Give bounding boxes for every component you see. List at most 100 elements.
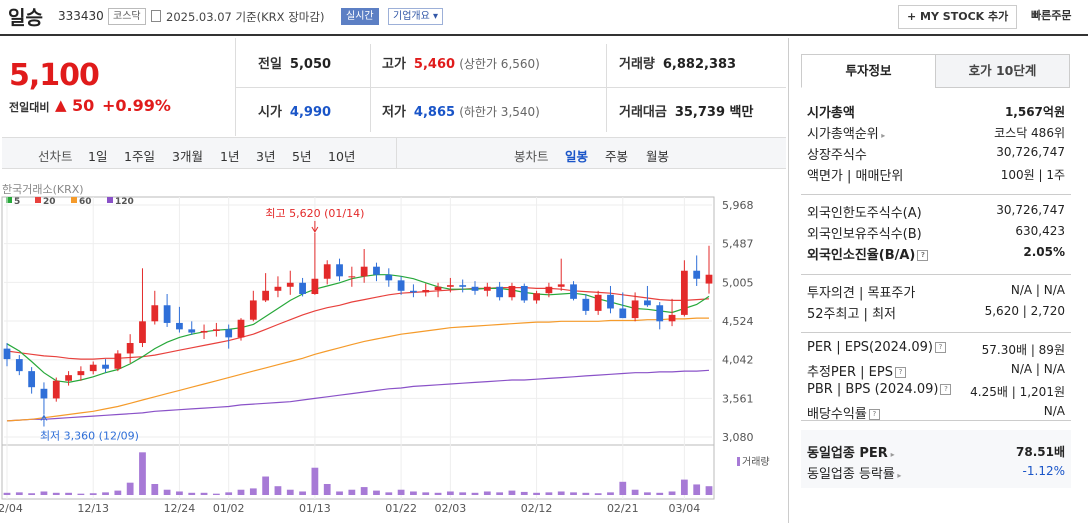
- candle-body: [693, 270, 701, 279]
- candle-body: [139, 321, 146, 344]
- candle-body: [631, 300, 639, 319]
- volume-bar: [212, 493, 220, 495]
- help-icon[interactable]: ?: [934, 342, 946, 353]
- volume-bar: [693, 484, 701, 495]
- volume-bar: [299, 491, 306, 495]
- chevron-right-icon[interactable]: ▸: [878, 131, 886, 140]
- info-row: 상장주식수 30,726,747: [807, 144, 1065, 164]
- tab-investment-info[interactable]: 투자정보: [801, 54, 936, 88]
- volume-bar: [607, 492, 614, 495]
- change-value: 50: [72, 96, 95, 115]
- candle-body: [163, 305, 171, 323]
- candle-body: [40, 388, 48, 399]
- volume-bar: [200, 492, 208, 495]
- info-value: N/A | N/A: [1010, 283, 1065, 297]
- candle-body: [483, 286, 491, 291]
- candle-body: [52, 380, 60, 399]
- info-value: 2.05%: [1023, 245, 1065, 259]
- info-row[interactable]: 동일업종 PER ▸ 78.51배: [807, 442, 1065, 462]
- trade-amount: 거래대금 35,739 백만: [619, 105, 754, 120]
- chart-source: 한국거래소(KRX): [2, 183, 84, 196]
- price-summary: 5,100 전일대비 ▲ 50 +0.99%: [2, 38, 236, 136]
- my-stock-add-button[interactable]: + MY STOCK 추가: [898, 5, 1018, 29]
- period-1d[interactable]: 1일: [88, 149, 108, 164]
- volume-bar: [373, 490, 380, 495]
- industry-box: [801, 430, 1071, 488]
- volume-bar: [114, 490, 122, 495]
- x-tick-label: 01/22: [385, 502, 417, 515]
- volume-bar: [65, 492, 72, 495]
- chevron-right-icon[interactable]: ▸: [894, 471, 902, 480]
- info-label: 동일업종 PER ▸: [807, 446, 895, 461]
- volume-bar: [557, 491, 565, 495]
- info-value: 4.25배 | 1,201원: [970, 385, 1065, 399]
- legend-swatch: [71, 197, 77, 203]
- volume-bar: [286, 489, 294, 495]
- help-icon[interactable]: ?: [940, 384, 952, 395]
- help-icon[interactable]: ?: [868, 409, 880, 420]
- up-arrow-icon: ▲: [55, 96, 67, 114]
- candle-body: [705, 274, 713, 284]
- volume-bar: [102, 492, 109, 495]
- info-label: 외국인보유주식수(B): [807, 227, 922, 242]
- stock-header: 일승 333430 코스닥 2025.03.07 기준(KRX 장마감) 실시간…: [0, 0, 1088, 36]
- tab-orderbook[interactable]: 호가 10단계: [935, 54, 1070, 88]
- realtime-badge[interactable]: 실시간: [341, 8, 379, 25]
- prev-close: 전일 5,050: [258, 57, 332, 72]
- info-value: 100원 | 1주: [1000, 168, 1065, 182]
- low-annotation-arrowhead: [40, 414, 48, 421]
- y-tick-label: 5,487: [722, 238, 754, 251]
- legend-swatch: [107, 197, 113, 203]
- info-value: N/A: [1043, 404, 1065, 418]
- volume-bar: [77, 493, 85, 495]
- low-annotation: 최저 3,360 (12/09): [40, 430, 139, 443]
- candle-body: [15, 359, 23, 372]
- company-info-button[interactable]: 기업개요 ▾: [388, 8, 443, 25]
- info-value: 30,726,747: [996, 145, 1065, 159]
- period-5y[interactable]: 5년: [292, 149, 312, 164]
- period-10y[interactable]: 10년: [328, 149, 356, 164]
- volume-bar: [582, 492, 590, 495]
- info-row: 외국인한도주식수(A) 30,726,747: [807, 202, 1065, 222]
- candle-body: [212, 329, 220, 331]
- candle-body: [3, 348, 11, 360]
- volume-bar: [163, 489, 171, 495]
- period-1y[interactable]: 1년: [220, 149, 240, 164]
- info-row[interactable]: 시가총액순위 ▸ 코스닥 486위: [807, 123, 1065, 143]
- y-tick-label: 4,524: [722, 315, 754, 328]
- help-icon[interactable]: ?: [917, 250, 929, 261]
- candle-body: [446, 285, 454, 287]
- volume-bar: [594, 493, 602, 495]
- period-1w[interactable]: 1주일: [124, 149, 155, 164]
- ma120-line: [6, 369, 710, 422]
- chevron-right-icon[interactable]: ▸: [887, 450, 895, 459]
- candle-body: [348, 276, 356, 278]
- period-monthly[interactable]: 월봉: [646, 149, 670, 164]
- volume-bar: [397, 489, 405, 495]
- info-row[interactable]: 동일업종 등락률 ▸ -1.12%: [807, 463, 1065, 483]
- candle-body: [656, 305, 664, 322]
- quote-divider: [370, 44, 371, 132]
- period-weekly[interactable]: 주봉: [605, 149, 629, 164]
- volume-bar: [471, 492, 479, 495]
- volume-bar: [89, 493, 97, 495]
- period-3m[interactable]: 3개월: [172, 149, 203, 164]
- volume-label: 거래량: [742, 456, 770, 468]
- candle-body: [397, 280, 405, 291]
- quick-order-button[interactable]: 빠른주문: [1023, 5, 1080, 29]
- ma5-line: [6, 274, 710, 384]
- candlestick-chart[interactable]: 한국거래소(KRX)5 20 60 120 5,968 5,487 5,005 4,524 4,…: [0, 175, 786, 521]
- help-icon[interactable]: ?: [894, 367, 906, 378]
- volume-bar: [225, 492, 233, 495]
- volume-bar: [40, 491, 48, 495]
- candle-body: [77, 371, 85, 376]
- candle-body: [274, 286, 282, 291]
- volume-bar: [434, 492, 442, 495]
- candle-body: [114, 353, 122, 369]
- period-3y[interactable]: 3년: [256, 149, 276, 164]
- candle-body: [471, 286, 479, 291]
- period-daily[interactable]: 일봉: [565, 149, 589, 164]
- y-tick-label: 3,080: [722, 431, 754, 444]
- x-tick-label: 02/03: [435, 502, 467, 515]
